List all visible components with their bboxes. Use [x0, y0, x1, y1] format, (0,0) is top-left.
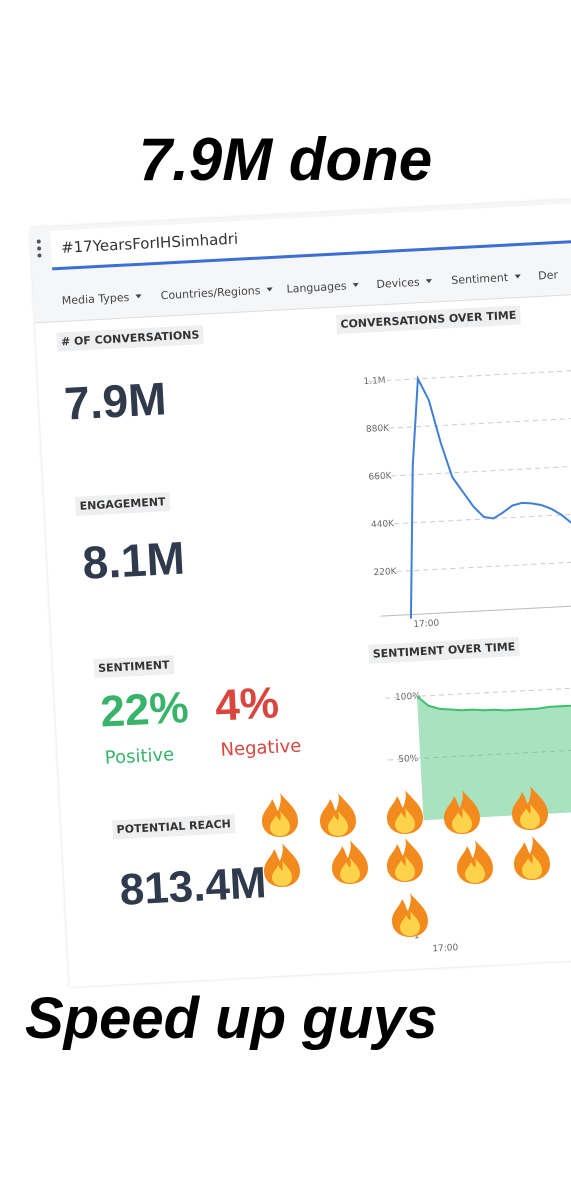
metric-label: SENTIMENT: [98, 658, 170, 675]
divider: [34, 293, 571, 324]
y-tick-label: 1.1M: [363, 376, 386, 387]
grid-line: [385, 686, 571, 699]
filter-label[interactable]: Languages: [286, 280, 347, 296]
filter-label[interactable]: Devices: [376, 276, 420, 291]
dropdown-arrow: [514, 274, 521, 279]
filter-label[interactable]: Media Types: [62, 291, 130, 308]
dropdown-arrow: [135, 294, 142, 299]
search-box[interactable]: [50, 202, 571, 269]
y-tick-label: 100%: [395, 692, 422, 703]
dropdown-arrow: [425, 279, 432, 284]
area-fill: [417, 696, 571, 821]
dropdown-arrow: [352, 282, 359, 288]
meme-caption: Speed up guys: [25, 986, 438, 1051]
area-line: [416, 695, 571, 712]
y-tick-label: 660K: [368, 471, 393, 482]
grid-line: [373, 464, 571, 478]
menu-dot: [37, 253, 42, 258]
filter-label[interactable]: Sentiment: [451, 271, 509, 287]
grid-line: [388, 748, 571, 761]
grid-line: [375, 512, 571, 526]
metric-value: 8.1M: [81, 532, 186, 589]
y-tick-label: 440K: [371, 519, 396, 530]
dashboard: #17YearsForIHSimhadri Media Types Countri…: [30, 198, 571, 987]
label-pill: [56, 325, 204, 352]
y-tick-label: 880K: [366, 424, 391, 435]
grid-line: [370, 417, 571, 430]
x-axis: [380, 604, 571, 617]
dashboard-canvas: #17YearsForIHSimhadri Media Types Countri…: [30, 198, 571, 954]
grid-line: [368, 369, 571, 382]
meme-title: 7.9M done: [138, 126, 433, 193]
label-pill: [112, 814, 236, 840]
x-tick-label: 17:00: [432, 943, 459, 954]
metric-value: 813.4M: [119, 858, 268, 915]
label-pill: [335, 305, 521, 335]
y-tick-label: 220K: [373, 567, 398, 578]
metric-label: ENGAGEMENT: [79, 495, 166, 513]
metric-value: 7.9M: [63, 372, 168, 429]
label-pill: [368, 636, 520, 664]
line: [409, 375, 571, 619]
menu-dot: [37, 246, 42, 251]
negative-value: 4%: [214, 678, 280, 730]
label-pill: [93, 655, 175, 679]
grid-line: [378, 560, 571, 573]
positive-label: Positive: [104, 744, 174, 769]
x-tick-label: 17:00: [413, 619, 440, 630]
search-underline: [52, 239, 571, 271]
positive-value: 22%: [99, 683, 190, 737]
y-tick-label: -1: [410, 931, 419, 941]
filter-label[interactable]: Der: [538, 268, 559, 282]
metric-label: POTENTIAL REACH: [116, 817, 231, 836]
label-pill: [75, 492, 171, 516]
negative-label: Negative: [220, 736, 302, 761]
filter-label[interactable]: Countries/Regions: [160, 284, 261, 302]
menu-dot: [36, 239, 41, 244]
dropdown-arrow: [266, 287, 273, 292]
